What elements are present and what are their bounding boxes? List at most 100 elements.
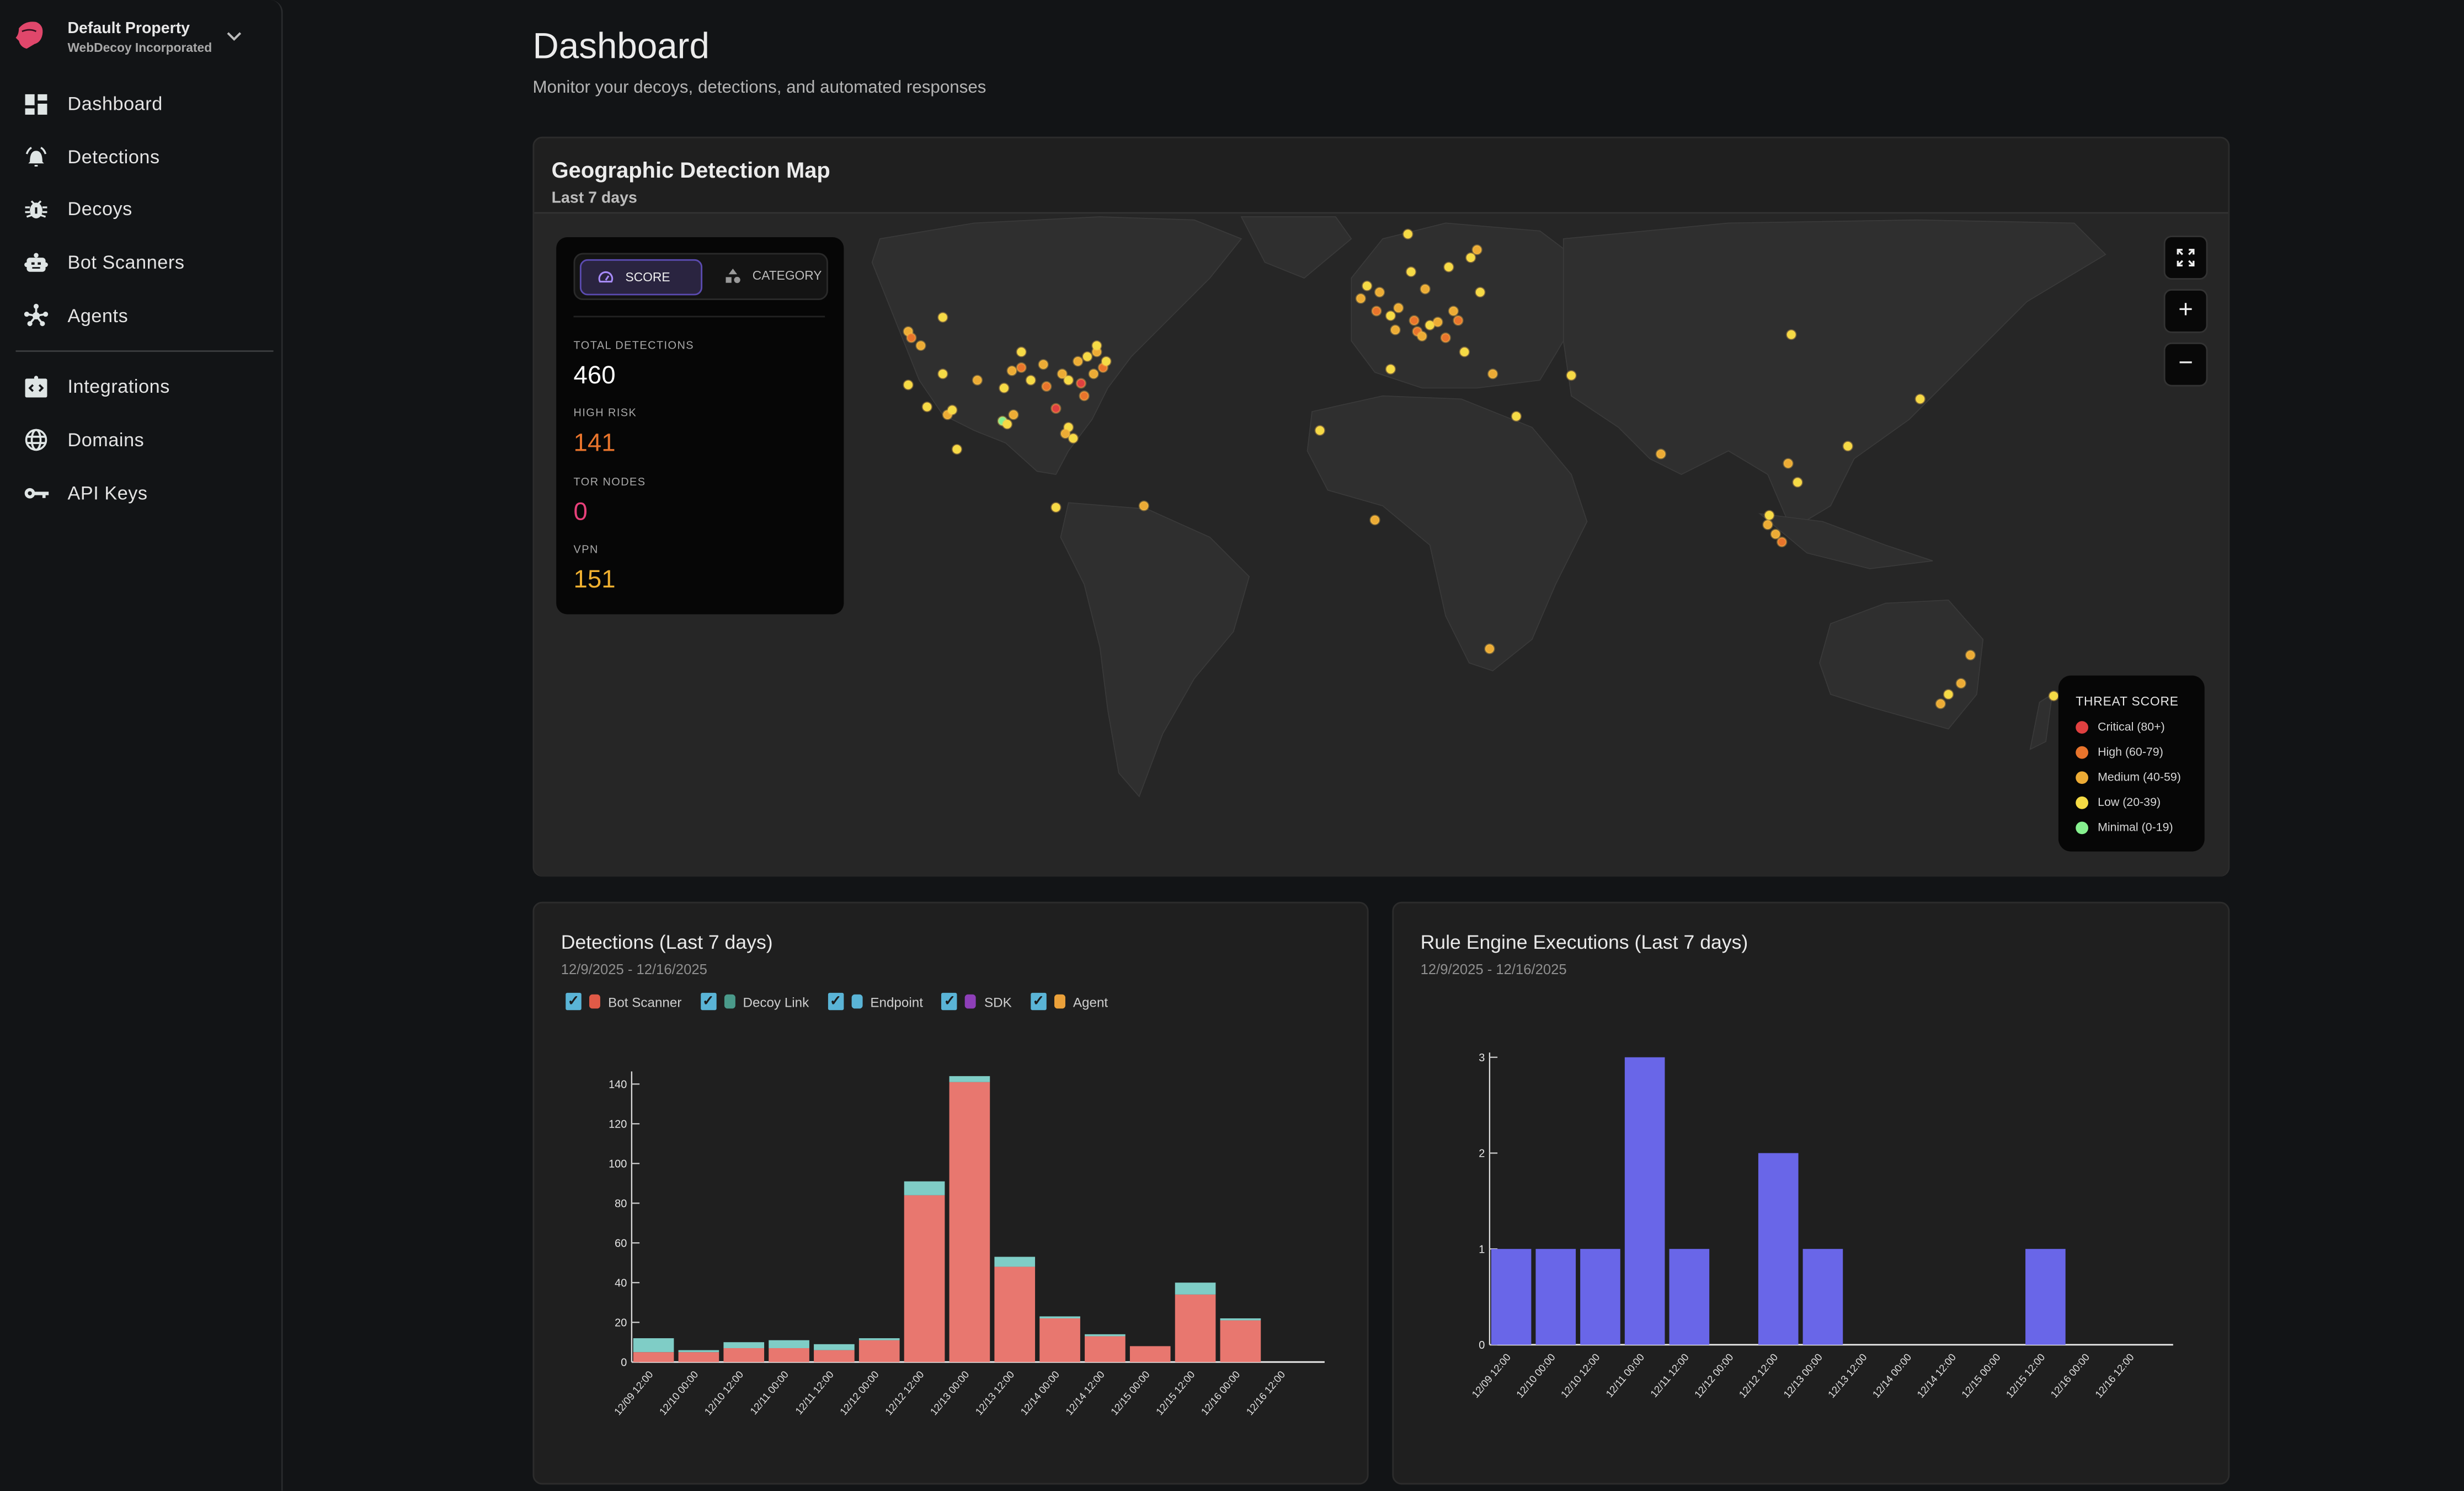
bar-bot-scanner[interactable]	[1129, 1346, 1171, 1362]
detection-marker[interactable]	[1764, 510, 1775, 521]
checkbox-checked-icon[interactable]: ✓	[566, 992, 582, 1011]
detection-marker[interactable]	[1770, 528, 1781, 540]
checkbox-checked-icon[interactable]: ✓	[700, 992, 717, 1011]
detection-marker[interactable]	[1008, 409, 1019, 420]
detection-marker[interactable]	[915, 340, 926, 351]
detection-marker[interactable]	[1842, 441, 1853, 452]
detection-marker[interactable]	[1471, 244, 1482, 255]
detection-marker[interactable]	[1101, 356, 1112, 367]
bar-bot-scanner[interactable]	[1085, 1336, 1126, 1362]
detection-marker[interactable]	[1038, 359, 1049, 370]
detection-marker[interactable]	[1068, 432, 1079, 444]
bar-bot-scanner[interactable]	[994, 1266, 1036, 1362]
zoom-out-button[interactable]: −	[2163, 342, 2208, 387]
bar-decoy-link[interactable]	[904, 1181, 945, 1195]
sidebar-item-decoys[interactable]: Decoys	[15, 189, 267, 229]
detection-marker[interactable]	[1459, 346, 1470, 357]
bar-executions[interactable]	[1535, 1249, 1576, 1345]
detection-marker[interactable]	[1314, 425, 1326, 436]
detection-marker[interactable]	[1082, 351, 1093, 362]
detection-marker[interactable]	[1025, 375, 1036, 386]
detection-marker[interactable]	[1050, 403, 1062, 414]
detection-marker[interactable]	[972, 375, 983, 386]
detection-marker[interactable]	[1943, 689, 1954, 700]
detection-marker[interactable]	[1088, 368, 1099, 380]
detection-marker[interactable]	[1079, 391, 1090, 402]
category-mode-button[interactable]: CATEGORY	[708, 259, 822, 292]
bar-bot-scanner[interactable]	[678, 1352, 719, 1362]
sidebar-item-dashboard[interactable]: Dashboard	[15, 83, 267, 124]
detection-marker[interactable]	[906, 332, 917, 344]
bar-executions[interactable]	[1580, 1249, 1620, 1345]
detection-marker[interactable]	[1448, 306, 1459, 317]
sidebar-item-detections[interactable]: Detections	[15, 137, 267, 178]
series-toggle-sdk[interactable]: ✓ SDK	[942, 992, 1012, 1011]
detection-marker[interactable]	[1385, 364, 1396, 375]
series-toggle-endpoint[interactable]: ✓ Endpoint	[828, 992, 923, 1011]
detection-marker[interactable]	[1409, 315, 1420, 326]
detection-marker[interactable]	[1965, 649, 1976, 661]
detection-marker[interactable]	[947, 404, 958, 416]
series-toggle-agent[interactable]: ✓ Agent	[1030, 992, 1108, 1011]
detection-marker[interactable]	[1001, 419, 1013, 430]
bar-decoy-link[interactable]	[1085, 1334, 1126, 1337]
detection-marker[interactable]	[1484, 643, 1495, 654]
bar-executions[interactable]	[1491, 1249, 1532, 1345]
detection-marker[interactable]	[1063, 375, 1074, 386]
detection-marker[interactable]	[1402, 228, 1414, 240]
series-toggle-decoy-link[interactable]: ✓ Decoy Link	[700, 992, 809, 1011]
detection-marker[interactable]	[1371, 306, 1382, 317]
sidebar-item-bot-scanners[interactable]: Bot Scanners	[15, 242, 267, 283]
bar-bot-scanner[interactable]	[633, 1352, 674, 1362]
bar-executions[interactable]	[1669, 1249, 1710, 1345]
detection-marker[interactable]	[1073, 356, 1084, 367]
detection-marker[interactable]	[1432, 317, 1443, 328]
bar-bot-scanner[interactable]	[1220, 1320, 1261, 1362]
bar-decoy-link[interactable]	[769, 1340, 809, 1349]
detection-marker[interactable]	[1369, 515, 1380, 526]
checkbox-checked-icon[interactable]: ✓	[942, 992, 958, 1011]
detection-marker[interactable]	[1475, 287, 1486, 298]
detection-marker[interactable]	[1453, 315, 1464, 326]
bar-decoy-link[interactable]	[633, 1338, 674, 1353]
detection-marker[interactable]	[1355, 293, 1367, 304]
checkbox-checked-icon[interactable]: ✓	[828, 992, 844, 1011]
detection-marker[interactable]	[1783, 458, 1794, 469]
chevron-down-icon[interactable]	[223, 25, 245, 47]
detection-marker[interactable]	[1424, 319, 1436, 331]
detection-marker[interactable]	[1057, 368, 1068, 380]
detection-marker[interactable]	[1385, 310, 1396, 322]
bar-decoy-link[interactable]	[949, 1076, 990, 1082]
zoom-in-button[interactable]: +	[2163, 289, 2208, 333]
detection-marker[interactable]	[1792, 477, 1803, 488]
detection-marker[interactable]	[903, 380, 914, 391]
checkbox-checked-icon[interactable]: ✓	[1030, 992, 1047, 1011]
detection-marker[interactable]	[1566, 370, 1577, 381]
detection-marker[interactable]	[951, 443, 963, 455]
bar-bot-scanner[interactable]	[723, 1348, 765, 1362]
bar-decoy-link[interactable]	[1175, 1282, 1216, 1295]
sidebar-item-agents[interactable]: Agents	[15, 295, 267, 336]
bar-decoy-link[interactable]	[814, 1344, 855, 1350]
detection-marker[interactable]	[1420, 284, 1431, 295]
bar-bot-scanner[interactable]	[769, 1348, 809, 1362]
detection-marker[interactable]	[1041, 381, 1052, 392]
detection-marker[interactable]	[1786, 329, 1797, 340]
detection-marker[interactable]	[1443, 261, 1454, 272]
score-mode-button[interactable]: SCORE	[579, 259, 703, 296]
detection-marker[interactable]	[1390, 324, 1401, 335]
bar-decoy-link[interactable]	[723, 1342, 765, 1349]
sidebar-item-domains[interactable]: Domains	[15, 419, 267, 460]
bar-bot-scanner[interactable]	[904, 1195, 945, 1362]
bar-bot-scanner[interactable]	[858, 1340, 900, 1362]
world-map-canvas[interactable]	[534, 213, 2228, 877]
detection-marker[interactable]	[921, 401, 933, 413]
bar-executions[interactable]	[1802, 1249, 1843, 1345]
detection-marker[interactable]	[1016, 346, 1027, 357]
property-name[interactable]: Default Property	[67, 20, 190, 38]
detection-marker[interactable]	[937, 368, 948, 380]
bar-executions[interactable]	[2025, 1249, 2066, 1345]
detection-marker[interactable]	[1935, 698, 1946, 709]
detection-marker[interactable]	[1374, 287, 1385, 298]
detection-marker[interactable]	[1511, 411, 1522, 422]
